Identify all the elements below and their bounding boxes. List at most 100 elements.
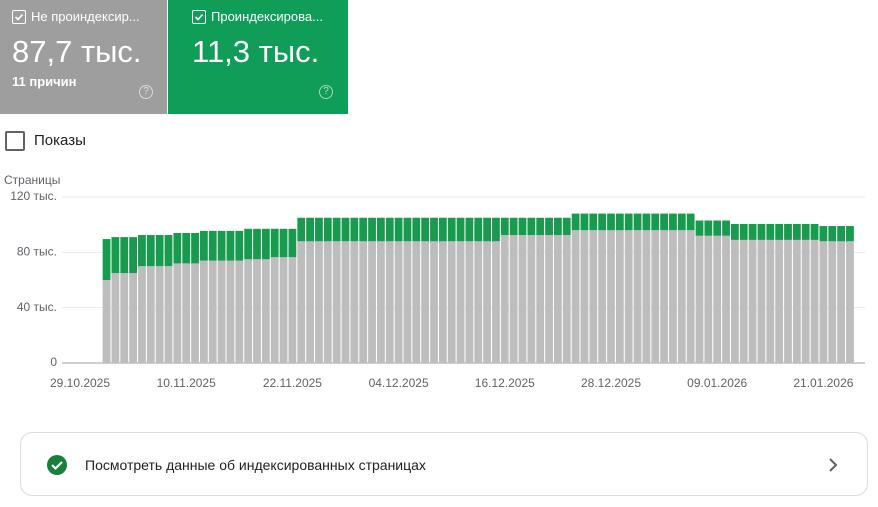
bar-segment	[217, 260, 226, 363]
bar-segment	[810, 223, 819, 240]
bar-segment	[792, 239, 801, 363]
bar-segment	[456, 217, 465, 242]
bar-segment	[624, 213, 633, 231]
bar-segment	[377, 241, 385, 363]
x-tick-label: 16.12.2025	[475, 376, 535, 390]
link-card[interactable]: Посмотреть данные об индексированных стр…	[20, 432, 868, 496]
bar-segment	[731, 239, 739, 363]
bar-segment	[615, 213, 624, 231]
chevron	[829, 458, 838, 472]
x-tick-label: 21.01.2026	[793, 376, 853, 390]
bar-segment	[686, 213, 695, 231]
x-tick-label: 28.12.2025	[581, 376, 641, 390]
bar-segment	[279, 228, 288, 258]
bar-segment	[633, 213, 642, 231]
card-not-indexed[interactable]: Не проиндексир... 87,7 тыс. 11 причин ?	[0, 0, 167, 114]
toggle-label[interactable]: Показы	[34, 132, 86, 149]
y-axis-label: Страницы	[4, 173, 60, 187]
bar-segment	[164, 235, 173, 267]
bar-segment	[775, 223, 784, 240]
bar-segment	[589, 230, 598, 363]
bar-segment	[270, 228, 279, 258]
bar-segment	[164, 266, 173, 363]
bar-segment	[846, 241, 854, 363]
bar-segment	[828, 241, 837, 363]
bar-segment	[713, 220, 722, 236]
card-value: 87,7 тыс.	[12, 34, 142, 69]
bar-segment	[111, 237, 120, 274]
bar-segment	[102, 280, 111, 363]
bar-segment	[748, 223, 757, 240]
bar-segment	[368, 217, 376, 242]
bar-segment	[368, 241, 376, 363]
bar-segment	[261, 259, 270, 363]
bar-segment	[483, 217, 491, 242]
bar-segment	[589, 213, 598, 231]
bar-segment	[447, 241, 456, 363]
bar-segment	[438, 217, 447, 242]
bar-segment	[757, 223, 766, 240]
bar-segment	[545, 217, 553, 236]
bar-segment	[235, 260, 244, 363]
bar-segment	[102, 239, 111, 280]
bar-segment	[536, 217, 545, 236]
link-text[interactable]: Посмотреть данные об индексированных стр…	[85, 457, 426, 473]
bar-segment	[615, 230, 624, 363]
bar-segment	[677, 213, 686, 231]
bar-segment	[731, 223, 739, 240]
bar-segment	[421, 217, 430, 242]
bar-segment	[191, 263, 199, 363]
bar-segment	[739, 223, 748, 240]
y-tick-label: 80 тыс.	[17, 245, 57, 259]
bar-segment	[200, 260, 208, 363]
bar-segment	[500, 235, 509, 363]
bar-segment	[766, 239, 775, 363]
bar-segment	[359, 241, 368, 363]
bar-segment	[509, 235, 518, 363]
bar-segment	[146, 235, 155, 267]
bar-segment	[288, 228, 297, 258]
bar-segment	[819, 226, 828, 242]
bar-segment	[332, 241, 341, 363]
checkbox[interactable]	[192, 10, 206, 24]
bar-segment	[686, 230, 695, 363]
bar-segment	[270, 257, 279, 363]
bar-segment	[607, 213, 615, 231]
help-icon[interactable]: ?	[139, 85, 153, 99]
toggle-checkbox[interactable]	[5, 131, 25, 151]
bar-segment	[713, 235, 722, 363]
bar-segment	[226, 260, 235, 363]
bar-segment	[801, 239, 810, 363]
bar-segment	[315, 241, 323, 363]
bar-segment	[607, 230, 615, 363]
bar-segment	[828, 226, 837, 242]
checkbox[interactable]	[12, 10, 26, 24]
bar-segment	[261, 228, 270, 260]
bar-segment	[297, 217, 306, 242]
bar-segment	[208, 260, 217, 363]
bar-segment	[191, 232, 199, 264]
bar-segment	[598, 213, 607, 231]
card-note: 11 причин	[12, 74, 77, 89]
bar-segment	[810, 239, 819, 363]
bar-segment	[430, 241, 438, 363]
bar-segment	[801, 223, 810, 240]
bar-segment	[412, 241, 421, 363]
bar-segment	[695, 235, 704, 363]
bar-segment	[669, 230, 677, 363]
bar-segment	[253, 228, 261, 260]
help-icon[interactable]: ?	[319, 85, 333, 99]
bar-segment	[642, 230, 651, 363]
bar-segment	[571, 230, 580, 363]
bar-segment	[120, 273, 129, 363]
bar-segment	[173, 232, 182, 264]
bar-segment	[819, 241, 828, 363]
bar-segment	[155, 266, 164, 363]
card-indexed[interactable]: Проиндексирова... 11,3 тыс. ?	[168, 0, 348, 114]
x-tick-label: 22.11.2025	[263, 376, 322, 390]
bar-segment	[492, 241, 500, 363]
bar-segment	[226, 230, 235, 261]
bar-segment	[456, 241, 465, 363]
bar-segment	[677, 230, 686, 363]
bar-segment	[518, 217, 527, 236]
